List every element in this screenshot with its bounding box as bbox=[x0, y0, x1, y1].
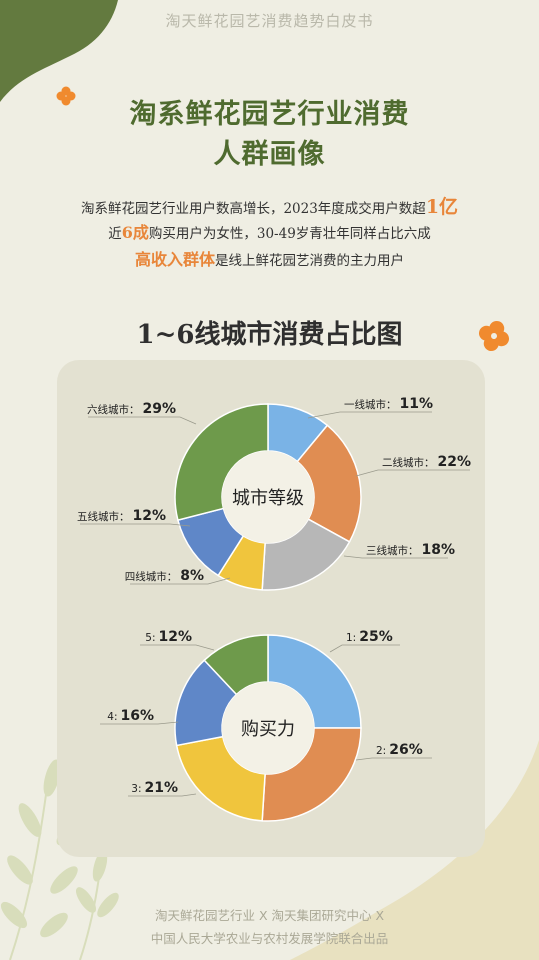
slice-label: 1: 25% bbox=[346, 629, 393, 645]
footer-line2: 中国人民大学农业与农村发展学院联合出品 bbox=[150, 931, 389, 946]
description-line1: 淘系鲜花园艺行业用户数高增长，2023年度成交用户数超1亿 bbox=[0, 192, 539, 219]
desc-highlight: 1亿 bbox=[425, 196, 459, 218]
slice-label: 二线城市： 22% bbox=[382, 454, 471, 470]
leader-line bbox=[355, 469, 470, 477]
chart-section-title: 1~6线城市消费占比图 bbox=[136, 320, 403, 350]
slice-category: 六线城市： bbox=[87, 403, 140, 416]
desc-text: 近 bbox=[108, 226, 122, 242]
slice-category: 3: bbox=[131, 783, 141, 795]
slice-category: 五线城市： bbox=[77, 510, 130, 523]
slice-label: 4: 16% bbox=[107, 708, 154, 724]
slice-value: 25% bbox=[359, 629, 393, 645]
slice-value: 12% bbox=[132, 508, 166, 524]
slice-label: 2: 26% bbox=[376, 742, 423, 758]
leader-line bbox=[307, 411, 432, 419]
page-title-line1: 淘系鲜花园艺行业消费 bbox=[129, 99, 410, 130]
slice-category: 1: bbox=[346, 632, 356, 644]
desc-highlight: 高收入群体 bbox=[134, 250, 215, 269]
tan-wave-bottom-right bbox=[290, 740, 539, 960]
desc-highlight: 6成 bbox=[121, 223, 149, 242]
slice-category: 4: bbox=[107, 711, 117, 723]
slice-value: 12% bbox=[158, 629, 192, 645]
desc-text: 是线上鲜花园艺消费的主力用户 bbox=[215, 253, 404, 269]
slice-label: 三线城市： 18% bbox=[366, 542, 455, 558]
slice-value: 29% bbox=[142, 401, 176, 417]
slice-label: 5: 12% bbox=[145, 629, 192, 645]
slice-label: 四线城市： 8% bbox=[125, 568, 204, 584]
slice-value: 22% bbox=[438, 454, 472, 470]
orange-clover-icon bbox=[56, 86, 76, 106]
donut-center-label: 城市等级 bbox=[232, 488, 304, 509]
report-header: 淘天鲜花园艺消费趋势白皮书 bbox=[165, 12, 374, 30]
description-line3: 高收入群体是线上鲜花园艺消费的主力用户 bbox=[0, 246, 539, 270]
leader-line bbox=[80, 523, 191, 527]
slice-value: 26% bbox=[389, 742, 423, 758]
description-line2: 近6成购买用户为女性，30-49岁青壮年同样占比六成 bbox=[0, 219, 539, 243]
leader-line bbox=[130, 577, 231, 585]
leaf-branch-icon bbox=[0, 759, 119, 960]
leader-line bbox=[140, 644, 215, 651]
leader-line bbox=[128, 793, 197, 797]
donut-center-label: 购买力 bbox=[241, 719, 295, 740]
slice-category: 一线城市： bbox=[344, 398, 397, 411]
slice-value: 18% bbox=[422, 542, 456, 558]
slice-value: 11% bbox=[400, 396, 434, 412]
slice-category: 2: bbox=[376, 745, 386, 757]
slice-category: 二线城市： bbox=[382, 456, 435, 469]
donut-hole bbox=[222, 451, 314, 543]
donut-hole bbox=[222, 682, 314, 774]
desc-text: 淘系鲜花园艺行业用户数高增长，2023年度成交用户数超 bbox=[80, 201, 426, 217]
donut-chart-2: 购买力 1: 25% 2: 26% 3: 21% 4: 16% 5: 12% bbox=[100, 629, 432, 822]
leader-line bbox=[100, 721, 179, 725]
page-title-line2: 人群画像 bbox=[213, 139, 326, 170]
leader-line bbox=[88, 416, 197, 425]
slice-label: 3: 21% bbox=[131, 780, 178, 796]
slice-value: 21% bbox=[144, 780, 178, 796]
slice-category: 5: bbox=[145, 632, 155, 644]
orange-clover-icon bbox=[478, 320, 510, 352]
slice-label: 六线城市： 29% bbox=[87, 401, 176, 417]
desc-text: 购买用户为女性，30-49岁青壮年同样占比六成 bbox=[148, 226, 431, 242]
slice-category: 三线城市： bbox=[366, 544, 419, 557]
slice-label: 一线城市： 11% bbox=[344, 396, 433, 412]
slice-label: 五线城市： 12% bbox=[77, 508, 166, 524]
slice-value: 8% bbox=[180, 568, 204, 584]
footer-line1: 淘天鲜花园艺行业 X 淘天集团研究中心 X bbox=[154, 908, 385, 923]
green-blob-top-left bbox=[0, 0, 118, 102]
donut-chart-1: 城市等级 一线城市： 11% 二线城市： 22% 三线城市： 18% 四线城市： 8% 五线城市：… bbox=[77, 396, 471, 591]
leader-line bbox=[343, 555, 448, 559]
leader-line bbox=[329, 644, 400, 653]
leader-line bbox=[355, 757, 432, 761]
slice-value: 16% bbox=[120, 708, 154, 724]
slice-category: 四线城市： bbox=[125, 570, 178, 583]
